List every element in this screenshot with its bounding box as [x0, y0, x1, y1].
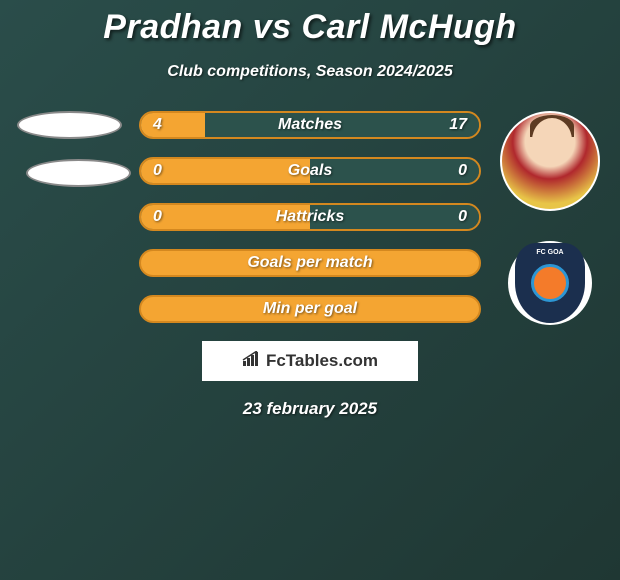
stat-bar: 4 Matches 17: [139, 111, 481, 139]
bar-left-value: 0: [153, 162, 162, 180]
bar-right-fill: [205, 113, 479, 137]
stat-bar: Min per goal: [139, 295, 481, 323]
stat-bar: 0 Goals 0: [139, 157, 481, 185]
bar-left-value: 4: [153, 116, 162, 134]
bar-label: Hattricks: [276, 208, 344, 226]
bar-right-fill: [310, 159, 479, 183]
bar-left-fill: [141, 159, 310, 183]
left-player-photo-placeholder: [17, 111, 122, 139]
badge-shield: FC GOA: [515, 243, 585, 323]
bar-label: Goals per match: [247, 254, 372, 272]
left-player-column: [8, 111, 131, 187]
bar-right-value: 0: [458, 208, 467, 226]
subtitle: Club competitions, Season 2024/2025: [0, 63, 620, 81]
bar-left-fill: [141, 113, 205, 137]
bar-left-value: 0: [153, 208, 162, 226]
right-player-column: FC GOA: [500, 111, 600, 325]
page-title: Pradhan vs Carl McHugh: [0, 0, 620, 47]
stat-bar: Goals per match: [139, 249, 481, 277]
bar-label: Matches: [278, 116, 342, 134]
player-head-shape: [532, 118, 572, 163]
right-club-badge: FC GOA: [508, 241, 592, 325]
stats-comparison: FC GOA 4 Matches 17 0 Goals 0 0 Hattricks 0 Goals…: [0, 111, 620, 323]
bar-label: Goals: [288, 162, 332, 180]
stat-bar: 0 Hattricks 0: [139, 203, 481, 231]
badge-text: FC GOA: [515, 249, 585, 256]
chart-icon: [242, 351, 262, 372]
bar-right-value: 17: [449, 116, 467, 134]
watermark[interactable]: FcTables.com: [202, 341, 418, 381]
bar-label: Min per goal: [263, 300, 357, 318]
watermark-text: FcTables.com: [266, 351, 378, 371]
bar-right-value: 0: [458, 162, 467, 180]
badge-emblem: [531, 264, 569, 302]
right-player-photo: [500, 111, 600, 211]
left-club-badge-placeholder: [26, 159, 131, 187]
date-label: 23 february 2025: [0, 399, 620, 419]
